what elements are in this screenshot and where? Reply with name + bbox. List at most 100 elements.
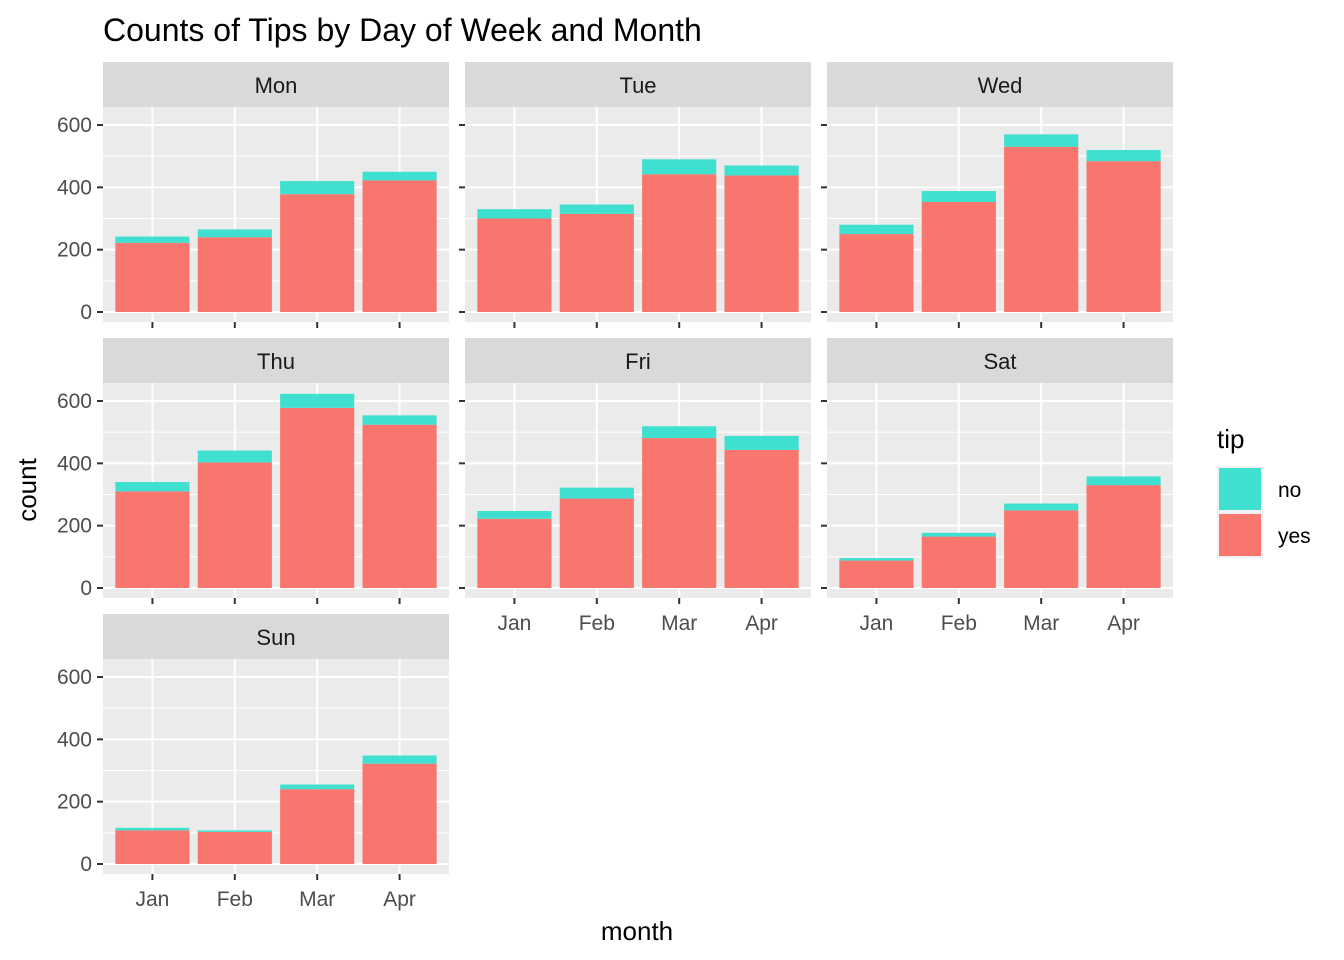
bar-no-sun-apr — [362, 755, 437, 764]
x-tick-label: Feb — [579, 612, 615, 635]
y-tick-label: 200 — [57, 791, 92, 814]
bar-no-fri-mar — [642, 426, 717, 439]
facet-strip-label: Wed — [978, 73, 1023, 98]
facet-strip-label: Sat — [983, 349, 1016, 374]
bar-yes-thu-mar — [280, 407, 355, 588]
bar-yes-mon-apr — [362, 180, 437, 312]
bar-no-tue-apr — [724, 165, 799, 176]
bar-yes-tue-apr — [724, 175, 799, 312]
bar-no-thu-apr — [362, 415, 437, 425]
x-tick-label: Jan — [135, 888, 169, 911]
facet-strip — [103, 338, 449, 383]
y-tick-label: 0 — [80, 577, 92, 600]
bar-no-thu-jan — [115, 482, 190, 492]
facet-strip — [465, 338, 811, 383]
y-tick-label: 600 — [57, 666, 92, 689]
bar-yes-wed-mar — [1004, 146, 1079, 312]
x-tick-label: Feb — [217, 888, 253, 911]
facet-strip — [465, 62, 811, 107]
bar-no-fri-feb — [559, 487, 634, 499]
legend-title: tip — [1217, 424, 1244, 454]
x-tick-label: Apr — [1107, 612, 1140, 635]
x-tick-label: Mar — [299, 888, 335, 911]
bar-yes-fri-jan — [477, 518, 552, 588]
x-tick-label: Apr — [745, 612, 778, 635]
facet-panel-fri: Fri Jan Feb Mar Apr — [459, 338, 811, 635]
bar-yes-wed-jan — [839, 234, 914, 312]
bar-yes-mon-jan — [115, 242, 190, 312]
bar-yes-tue-mar — [642, 174, 717, 312]
facet-strip-label: Thu — [257, 349, 295, 374]
legend-label-yes: yes — [1278, 525, 1311, 548]
bar-yes-sun-mar — [280, 789, 355, 864]
bar-yes-sat-apr — [1086, 485, 1161, 588]
y-tick-label: 200 — [57, 239, 92, 262]
bar-yes-fri-mar — [642, 438, 717, 588]
x-tick-label: Apr — [383, 888, 416, 911]
legend-label-no: no — [1278, 479, 1301, 502]
x-tick-label: Mar — [1023, 612, 1059, 635]
y-tick-label: 400 — [57, 728, 92, 751]
bar-yes-wed-apr — [1086, 161, 1161, 312]
bar-no-tue-mar — [642, 159, 717, 175]
bar-no-sun-mar — [280, 784, 355, 790]
bar-yes-mon-feb — [197, 237, 272, 312]
bar-no-wed-apr — [1086, 149, 1161, 162]
facet-panel-thu: Thu 0 200 400 600 — [57, 338, 449, 604]
bar-no-sat-jan — [839, 558, 914, 561]
y-tick-label: 0 — [80, 853, 92, 876]
facet-strip-label: Fri — [625, 349, 651, 374]
facet-strip-label: Mon — [255, 73, 298, 98]
y-tick-label: 600 — [57, 114, 92, 137]
bar-no-wed-mar — [1004, 134, 1079, 147]
bar-no-sat-apr — [1086, 476, 1161, 486]
bar-yes-sat-mar — [1004, 510, 1079, 588]
bar-no-mon-feb — [197, 229, 272, 238]
legend: tip no yes — [1217, 424, 1311, 558]
bar-no-mon-jan — [115, 236, 190, 243]
x-tick-label: Jan — [497, 612, 531, 635]
facet-panel-sat: Sat Jan Feb Mar Apr — [821, 338, 1173, 635]
bar-no-fri-apr — [724, 435, 799, 450]
bar-yes-fri-apr — [724, 449, 799, 588]
facet-panel-sun: Sun 0 200 400 600 Jan Feb Mar Apr — [57, 614, 449, 911]
bar-no-wed-feb — [921, 191, 996, 202]
facet-strip-label: Sun — [256, 625, 295, 650]
bar-no-sun-feb — [197, 830, 272, 832]
bar-yes-sat-feb — [921, 536, 996, 588]
bar-yes-thu-apr — [362, 424, 437, 588]
facet-panel-wed: Wed — [821, 62, 1173, 328]
bar-no-sat-mar — [1004, 503, 1079, 511]
bar-yes-wed-feb — [921, 201, 996, 312]
bar-no-fri-jan — [477, 511, 552, 519]
bar-yes-thu-feb — [197, 462, 272, 588]
facet-strip-label: Tue — [619, 73, 656, 98]
bar-yes-tue-feb — [559, 213, 634, 312]
bar-yes-tue-jan — [477, 218, 552, 312]
legend-key-yes — [1219, 514, 1261, 556]
y-tick-label: 0 — [80, 301, 92, 324]
x-tick-label: Mar — [661, 612, 697, 635]
facet-strip — [103, 62, 449, 107]
bar-no-mon-mar — [280, 181, 355, 195]
bar-no-wed-jan — [839, 224, 914, 235]
facet-panel-mon: Mon 0 200 400 600 — [57, 62, 449, 328]
bar-yes-sat-jan — [839, 560, 914, 588]
y-tick-label: 400 — [57, 452, 92, 475]
y-tick-label: 400 — [57, 176, 92, 199]
bar-no-thu-mar — [280, 393, 355, 408]
bar-yes-mon-mar — [280, 194, 355, 312]
bar-yes-fri-feb — [559, 498, 634, 588]
y-axis-title: count — [12, 457, 42, 521]
facet-panels: Mon 0 200 400 600 Tue Wed Thu 0 200 400 600 Fri Jan Fe… — [57, 62, 1173, 911]
bar-yes-thu-jan — [115, 491, 190, 588]
bar-no-sat-feb — [921, 532, 996, 537]
facet-strip — [103, 614, 449, 659]
legend-key-no — [1219, 468, 1261, 510]
bar-no-tue-jan — [477, 209, 552, 219]
bar-no-tue-feb — [559, 204, 634, 214]
bar-yes-sun-jan — [115, 830, 190, 864]
bar-no-mon-apr — [362, 171, 437, 181]
plot-title: Counts of Tips by Day of Week and Month — [103, 12, 702, 48]
